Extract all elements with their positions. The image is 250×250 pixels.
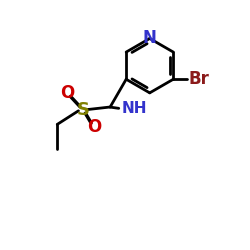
Text: NH: NH [121,101,147,116]
Text: N: N [143,30,157,48]
Text: S: S [76,100,90,118]
Text: O: O [60,84,74,102]
Text: O: O [87,118,101,136]
Text: Br: Br [188,70,209,88]
